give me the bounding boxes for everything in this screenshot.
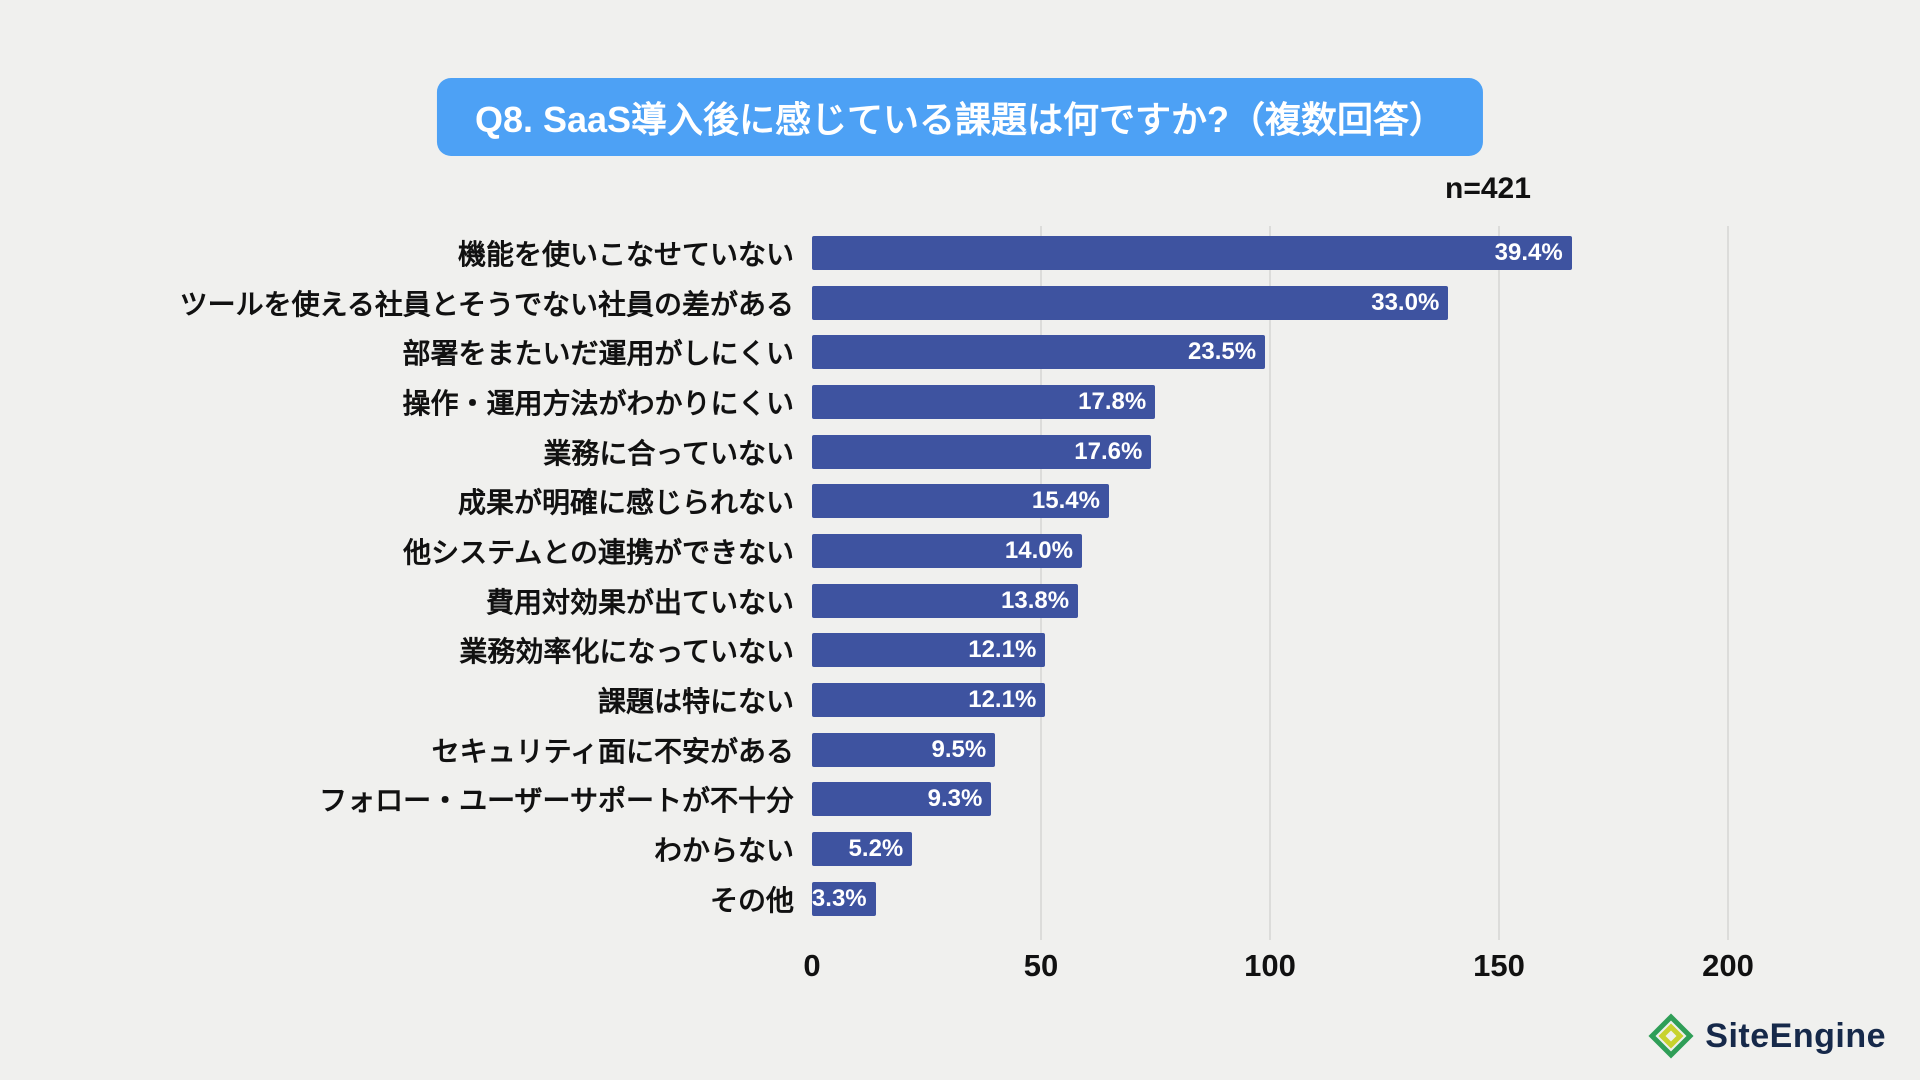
value-label: 33.0% [1371,288,1440,316]
bar-track: 3.3% [811,881,1800,916]
chart-row: セキュリティ面に不安がある 9.5% [0,725,1800,775]
bar-track: 17.6% [812,434,1800,469]
category-label: フォロー・ユーザーサポートが不十分 [319,785,794,817]
siteengine-logo-text: SiteEngine [1705,1016,1886,1055]
chart-row: 業務効率化になっていない 12.1% [0,626,1800,676]
bar-chart-rows: 機能を使いこなせていない 39.4% ツールを使える社員とそうでない社員の差がある 3… [0,228,1800,924]
bar-track: 12.1% [812,683,1800,718]
bar-track: 14.0% [812,533,1800,568]
bar-track: 15.4% [812,484,1800,519]
gridline [1498,226,1500,940]
chart-row: ツールを使える社員とそうでない社員の差がある 33.0% [0,278,1800,328]
category-label: その他 [709,884,794,916]
bar: 33.0% [812,285,1449,320]
gridline [1040,226,1042,940]
value-label: 5.2% [848,835,904,863]
bar: 9.5% [812,732,996,767]
bar-track: 9.5% [812,732,1800,767]
chart-row: わからない 5.2% [0,824,1800,874]
bar: 13.8% [812,583,1079,618]
value-label: 3.3% [811,884,867,912]
category-label: ツールを使える社員とそうでない社員の差がある [179,288,794,320]
bar: 9.3% [812,782,992,817]
chart-row: 課題は特にない 12.1% [0,675,1800,725]
bar-track: 17.8% [812,384,1800,419]
bar: 12.1% [812,633,1046,668]
x-axis-tick: 100 [1244,948,1296,983]
bar: 3.3% [811,881,876,916]
bar: 17.6% [812,434,1152,469]
bar: 39.4% [812,235,1572,270]
chart-row: 業務に合っていない 17.6% [0,427,1800,477]
bar: 23.5% [812,335,1266,370]
category-label: 他システムとの連携ができない [403,536,794,568]
bar: 17.8% [812,384,1156,419]
category-label: 成果が明確に感じられない [457,487,794,519]
siteengine-logo-icon [1648,1013,1694,1059]
bar: 14.0% [812,533,1082,568]
gridline [1727,226,1729,940]
bar-track: 23.5% [812,335,1800,370]
category-label: 費用対効果が出ていない [485,586,794,618]
value-label: 12.1% [968,636,1037,664]
bar-track: 13.8% [812,583,1800,618]
bar-track: 9.3% [812,782,1800,817]
chart-row: 成果が明確に感じられない 15.4% [0,476,1800,526]
category-label: セキュリティ面に不安がある [431,735,794,767]
chart-title: Q8. SaaS導入後に感じている課題は何ですか?（複数回答） [436,78,1484,156]
value-label: 13.8% [1001,586,1070,614]
x-axis: 0 50 100 150 200 [0,948,1920,992]
category-label: わからない [653,835,794,867]
category-label: 機能を使いこなせていない [457,238,794,270]
chart-row: 費用対効果が出ていない 13.8% [0,576,1800,626]
value-label: 17.8% [1078,387,1147,415]
chart-row: 他システムとの連携ができない 14.0% [0,526,1800,576]
bar: 12.1% [812,683,1046,718]
chart-row: 操作・運用方法がわかりにくい 17.8% [0,377,1800,427]
category-label: 業務に合っていない [543,437,794,469]
chart-row: その他 3.3% [0,874,1800,924]
value-label: 12.1% [968,686,1037,714]
value-label: 9.5% [931,735,987,763]
value-label: 17.6% [1074,437,1143,465]
x-axis-tick: 200 [1702,948,1754,983]
bar-track: 39.4% [812,235,1800,270]
x-axis-tick: 150 [1473,948,1525,983]
chart-row: フォロー・ユーザーサポートが不十分 9.3% [0,775,1800,825]
value-label: 15.4% [1031,487,1100,515]
value-label: 23.5% [1188,338,1257,366]
category-label: 部署をまたいだ運用がしにくい [402,338,794,370]
chart-row: 機能を使いこなせていない 39.4% [0,228,1800,278]
category-label: 業務効率化になっていない [459,636,794,668]
x-axis-tick: 0 [803,948,821,983]
siteengine-logo: SiteEngine [1647,1012,1886,1060]
sample-size-label: n=421 [1445,172,1531,205]
bar-track: 33.0% [812,285,1800,320]
category-label: 課題は特にない [597,686,794,718]
category-label: 操作・運用方法がわかりにくい [402,387,794,419]
bar-track: 12.1% [812,633,1800,668]
value-label: 39.4% [1494,238,1563,266]
bar: 15.4% [812,484,1109,519]
bar-track: 5.2% [812,832,1800,867]
chart-row: 部署をまたいだ運用がしにくい 23.5% [0,327,1800,377]
value-label: 14.0% [1004,536,1073,564]
value-label: 9.3% [927,785,983,813]
bar: 5.2% [812,832,913,867]
x-axis-tick: 50 [1023,948,1059,983]
gridline [1269,226,1271,940]
